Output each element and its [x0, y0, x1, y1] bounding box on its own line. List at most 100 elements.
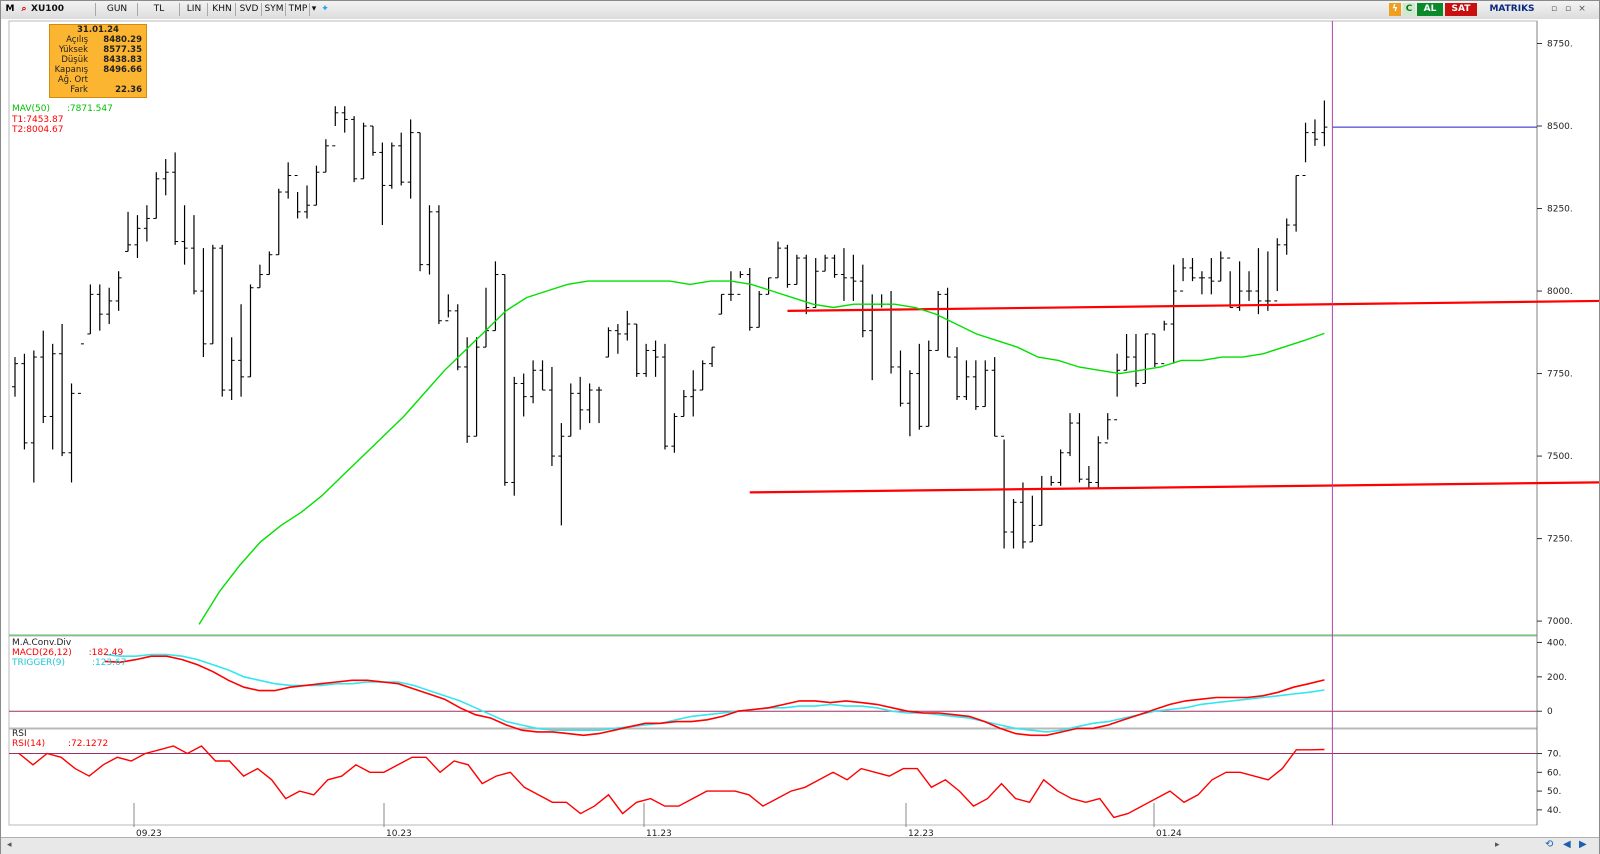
menu-m-button[interactable]: M — [5, 4, 15, 14]
minimize-icon[interactable]: ▫ — [1550, 4, 1558, 14]
nav-prev-icon[interactable]: ◀ — [1563, 839, 1571, 850]
info-row-high: Yüksek 8577.35 — [50, 45, 146, 55]
info-value: 8577.35 — [103, 45, 142, 55]
ohlc-bar — [1189, 258, 1196, 282]
rsi-axis-tick-label: 60. — [1547, 768, 1561, 778]
ohlc-bar — [906, 370, 913, 437]
ohlc-bar — [775, 241, 782, 279]
close-icon[interactable]: × — [1578, 4, 1586, 14]
ohlc-bar — [143, 205, 150, 242]
price-axis-tick-label: 8250. — [1547, 205, 1573, 215]
ohlc-bar — [511, 376, 518, 496]
ohlc-bar — [275, 188, 282, 256]
t1-legend: T1:7453.87 — [12, 115, 64, 125]
ohlc-bar — [1095, 436, 1102, 490]
refresh-icon[interactable]: C — [1403, 3, 1415, 16]
ohlc-bar — [614, 324, 621, 354]
trigger-value: :123.67 — [91, 658, 127, 668]
symbol-field[interactable]: XU100 — [31, 3, 96, 16]
toolbar-button-lin[interactable]: LIN — [181, 3, 208, 16]
info-value: 8438.83 — [103, 55, 142, 65]
ohlc-bar — [266, 251, 273, 276]
ohlc-bar — [417, 132, 424, 272]
ohlc-bar — [49, 343, 56, 450]
ohlc-bar — [30, 350, 37, 483]
scroll-left-icon[interactable]: ◂ — [7, 840, 12, 850]
ohlc-bar — [530, 360, 537, 404]
symbol-search-icon[interactable]: ⌕ — [21, 4, 27, 14]
lightning-icon[interactable]: ϟ — [1389, 3, 1401, 16]
ohlc-bar — [294, 175, 301, 219]
ohlc-bar — [501, 274, 508, 486]
brand-label: MATRIKS — [1489, 4, 1535, 14]
ohlc-bar — [454, 304, 461, 371]
ohlc-bar — [445, 294, 452, 322]
ohlc-bar — [558, 423, 565, 526]
ohlc-bar — [746, 267, 753, 331]
macd-axis-tick-label: 0 — [1547, 707, 1553, 717]
toolbar-button-tmp[interactable]: TMP — [287, 3, 310, 16]
ohlc-bar — [859, 264, 866, 338]
ohlc-bar — [916, 343, 923, 430]
ohlc-bar — [1104, 413, 1111, 444]
info-row-avg: Ağ. Ort — [50, 75, 146, 85]
rsi-panel-title: RSI — [12, 729, 27, 739]
nav-next-icon[interactable]: ▶ — [1579, 839, 1587, 850]
ohlc-bar — [464, 337, 471, 443]
ohlc-bar — [935, 291, 942, 351]
ohlc-bar — [181, 205, 188, 265]
dropdown-arrow-icon[interactable]: ▾ — [311, 4, 317, 14]
ohlc-bar — [1151, 333, 1158, 367]
toolbar-button-khn[interactable]: KHN — [209, 3, 236, 16]
ohlc-bar — [341, 106, 348, 133]
buy-button[interactable]: AL — [1417, 3, 1443, 16]
info-key: Yüksek — [58, 45, 88, 55]
ohlc-bar — [586, 383, 593, 424]
ohlc-bar — [153, 172, 160, 219]
macd-axis-tick-label: 400. — [1547, 638, 1567, 648]
ohlc-bar — [228, 337, 235, 400]
ohlc-bar — [492, 261, 499, 332]
toolbar-button-svd[interactable]: SVD — [237, 3, 262, 16]
ohlc-bar — [1264, 251, 1271, 311]
ohlc-bar — [982, 360, 989, 408]
scroll-right-icon[interactable]: ▸ — [1495, 840, 1500, 850]
ohlc-bar — [690, 370, 697, 417]
ohlc-bar — [727, 271, 734, 301]
ohlc-bar — [304, 185, 311, 219]
toolbar-button-sym[interactable]: SYM — [263, 3, 286, 16]
ohlc-bar — [737, 271, 744, 295]
ohlc-bar — [1076, 413, 1083, 483]
ohlc-bar — [1001, 435, 1008, 549]
ohlc-bar — [567, 383, 574, 437]
ohlc-bar — [812, 258, 819, 309]
restore-icon[interactable]: ▫ — [1564, 4, 1572, 14]
currency-button[interactable]: TL — [139, 3, 180, 16]
ohlc-bar — [87, 284, 94, 335]
ohlc-bar — [256, 264, 263, 289]
info-key: Ağ. Ort — [57, 75, 88, 85]
ohlc-bar — [661, 343, 668, 450]
zoom-icon[interactable]: ⟲ — [1545, 839, 1554, 850]
ohlc-bar — [1217, 251, 1224, 282]
ohlc-info-box: 31.01.24 Açılış 8480.29 Yüksek 8577.35 Düş… — [49, 24, 147, 98]
ohlc-bar — [172, 152, 179, 245]
ohlc-bar — [12, 357, 18, 397]
macd-line — [104, 655, 1325, 737]
ohlc-bar — [369, 125, 376, 156]
period-button[interactable]: GUN — [97, 3, 138, 16]
ohlc-bar — [77, 343, 84, 394]
ohlc-bar — [59, 324, 66, 457]
ohlc-bar — [1010, 498, 1017, 549]
ohlc-bar — [473, 337, 480, 437]
ohlc-bar — [209, 244, 216, 345]
ohlc-bar — [134, 215, 141, 259]
horizontal-scrollbar[interactable]: ◂ ▸ ⟲ ◀ ▶ — [1, 837, 1599, 854]
mav-legend: MAV(50) :7871.547 — [12, 104, 113, 114]
info-key: Kapanış — [54, 65, 88, 75]
ohlc-bar — [1019, 482, 1026, 549]
sell-button[interactable]: SAT — [1445, 3, 1477, 16]
ohlc-bar — [360, 122, 367, 180]
twitter-icon[interactable]: ✦ — [321, 4, 329, 14]
trendline-t1 — [749, 481, 1599, 494]
